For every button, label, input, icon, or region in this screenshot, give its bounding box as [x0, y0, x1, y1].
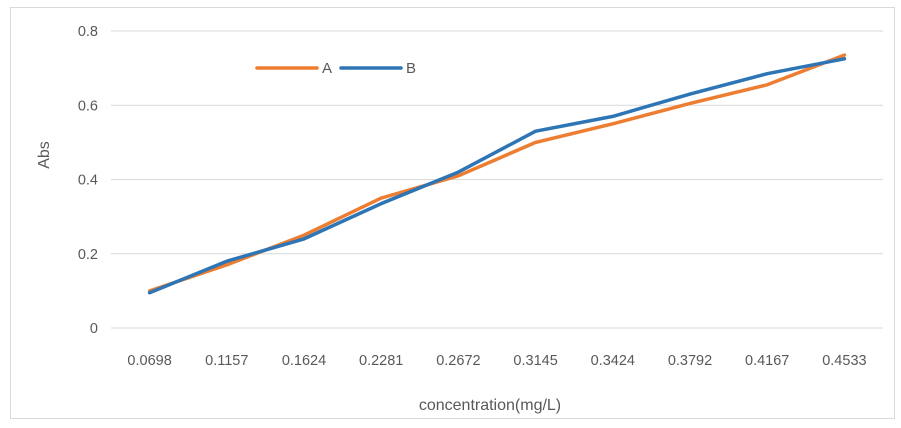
x-tick-label: 0.2672 — [436, 353, 480, 369]
y-tick-label: 0.8 — [78, 24, 98, 40]
x-tick-label: 0.3792 — [668, 353, 712, 369]
series-line-B — [147, 57, 847, 295]
x-tick-label: 0.4533 — [822, 353, 866, 369]
x-tick-label: 0.2281 — [359, 353, 403, 369]
gridlines — [111, 30, 883, 329]
series-lines — [147, 53, 847, 295]
x-axis-title: concentration(mg/L) — [419, 397, 561, 414]
x-tick-label: 0.1157 — [205, 353, 248, 369]
x-tick-label: 0.0698 — [127, 353, 171, 369]
axes: 0 0.2 0.4 0.6 0.8 0.0698 0.1157 0.1624 0.2281 0.2… — [78, 24, 867, 369]
legend-label-A: A — [322, 60, 332, 77]
y-tick-label: 0.2 — [78, 247, 98, 263]
x-tick-label: 0.1624 — [282, 353, 326, 369]
y-axis-title: Abs — [36, 141, 53, 169]
y-tick-label: 0.6 — [78, 98, 98, 114]
x-tick-label: 0.4167 — [745, 353, 789, 369]
x-tick-label: 0.3424 — [591, 353, 635, 369]
x-tick-label: 0.3145 — [513, 353, 557, 369]
series-line-A — [147, 53, 847, 293]
y-tick-label: 0.4 — [78, 173, 98, 189]
y-tick-label: 0 — [90, 321, 98, 337]
legend-label-B: B — [406, 60, 416, 77]
line-chart: 0 0.2 0.4 0.6 0.8 0.0698 0.1157 0.1624 0.2281 0.2… — [36, 24, 883, 414]
chart-area: 0 0.2 0.4 0.6 0.8 0.0698 0.1157 0.1624 0.2281 0.2… — [10, 7, 895, 419]
